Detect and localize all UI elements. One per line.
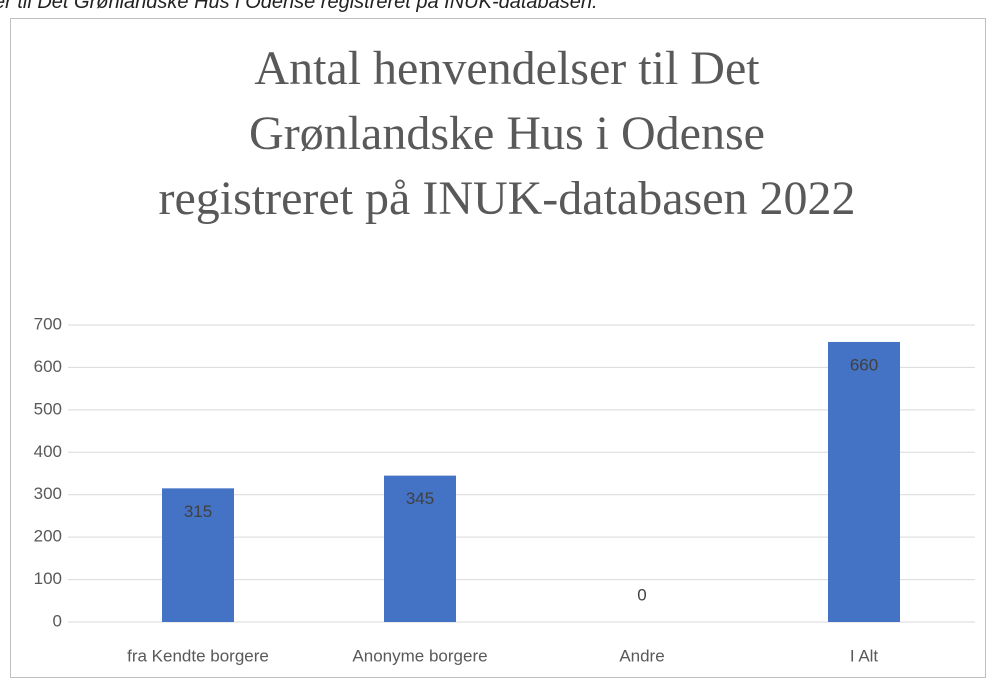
data-label: 315	[184, 502, 212, 521]
bar	[162, 488, 234, 622]
x-tick-label: Anonyme borgere	[352, 646, 487, 665]
x-tick-label: Andre	[619, 646, 664, 665]
y-tick-label: 0	[53, 611, 62, 630]
y-tick-label: 500	[34, 399, 62, 418]
y-tick-label: 100	[34, 569, 62, 588]
bar	[828, 341, 900, 622]
data-label: 0	[637, 585, 646, 604]
bar	[384, 475, 456, 622]
caption: er til Det Grønlandske Hus i Odense regi…	[0, 0, 598, 13]
y-tick-label: 600	[34, 357, 62, 376]
chart-title: Antal henvendelser til Det Grønlandske H…	[158, 42, 856, 225]
data-label: 345	[406, 489, 434, 508]
y-tick-label: 400	[34, 442, 62, 461]
data-label: 660	[850, 355, 878, 374]
x-tick-label: I Alt	[850, 646, 879, 665]
y-tick-label: 200	[34, 527, 62, 546]
x-tick-label: fra Kendte borgere	[127, 646, 269, 665]
y-tick-label: 300	[34, 484, 62, 503]
y-tick-label: 700	[34, 314, 62, 333]
